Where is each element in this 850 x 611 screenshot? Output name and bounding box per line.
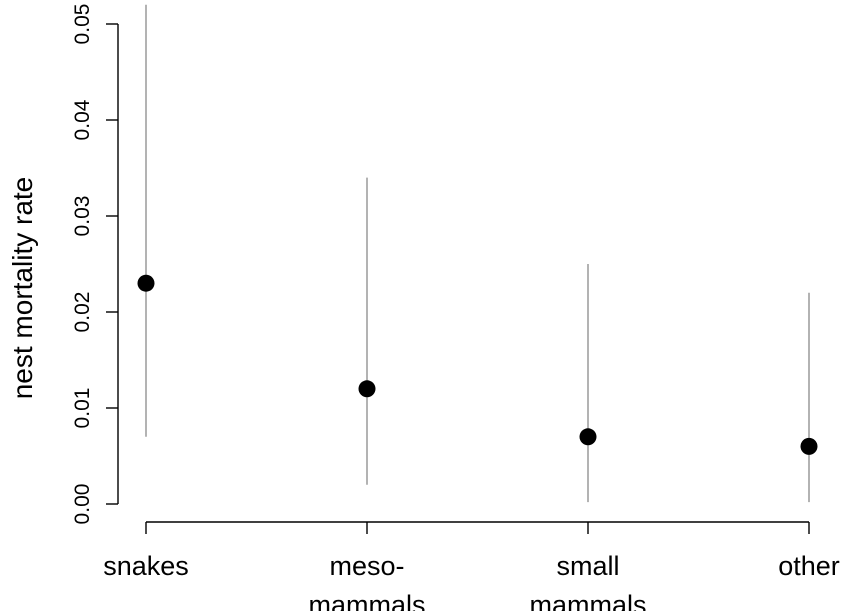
y-tick-label: 0.00 [71, 484, 94, 525]
x-tick-label: other [778, 551, 840, 581]
x-tick-label-line: small [556, 551, 619, 581]
y-axis-title: nest mortality rate [7, 177, 38, 400]
y-tick-label: 0.01 [71, 388, 94, 429]
x-tick-label-line: mammals [308, 590, 425, 611]
data-point [137, 274, 155, 292]
x-axis: snakes meso-mammals small mammals other [103, 521, 840, 611]
x-tick-label: meso-mammals [308, 551, 425, 611]
data-point [358, 380, 376, 398]
x-tick-label-line: other [778, 551, 840, 581]
x-tick-label-line: mammals [529, 590, 646, 611]
x-tick-label-line: snakes [103, 551, 189, 581]
data-point [579, 428, 597, 446]
y-tick-label: 0.05 [71, 4, 94, 45]
data-series [137, 4, 818, 503]
data-point [800, 437, 818, 455]
x-tick-label: snakes [103, 551, 189, 581]
y-tick-label: 0.04 [71, 99, 94, 140]
x-tick-label-line: meso- [329, 551, 404, 581]
x-tick-label: small mammals [529, 551, 646, 611]
y-axis: 0.00 0.01 0.02 0.03 0.04 0.05 [71, 4, 119, 525]
y-tick-label: 0.03 [71, 196, 94, 237]
y-tick-label: 0.02 [71, 292, 94, 333]
